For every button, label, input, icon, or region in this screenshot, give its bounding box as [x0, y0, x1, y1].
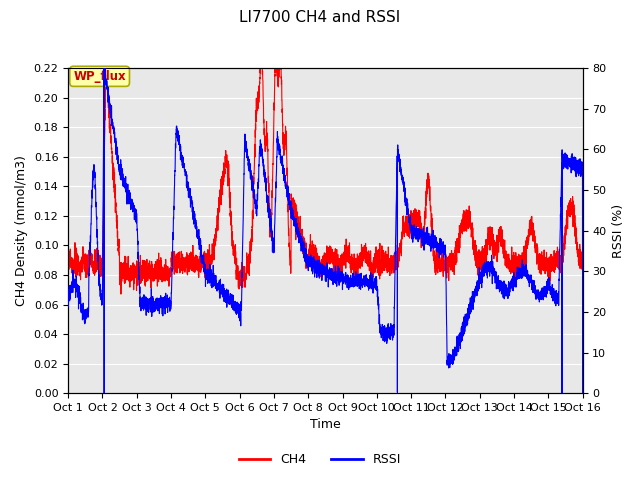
Legend: CH4, RSSI: CH4, RSSI — [234, 448, 406, 471]
Text: LI7700 CH4 and RSSI: LI7700 CH4 and RSSI — [239, 10, 401, 24]
Y-axis label: CH4 Density (mmol/m3): CH4 Density (mmol/m3) — [15, 155, 28, 306]
Y-axis label: RSSI (%): RSSI (%) — [612, 204, 625, 258]
X-axis label: Time: Time — [310, 419, 340, 432]
Text: WP_flux: WP_flux — [74, 70, 126, 83]
